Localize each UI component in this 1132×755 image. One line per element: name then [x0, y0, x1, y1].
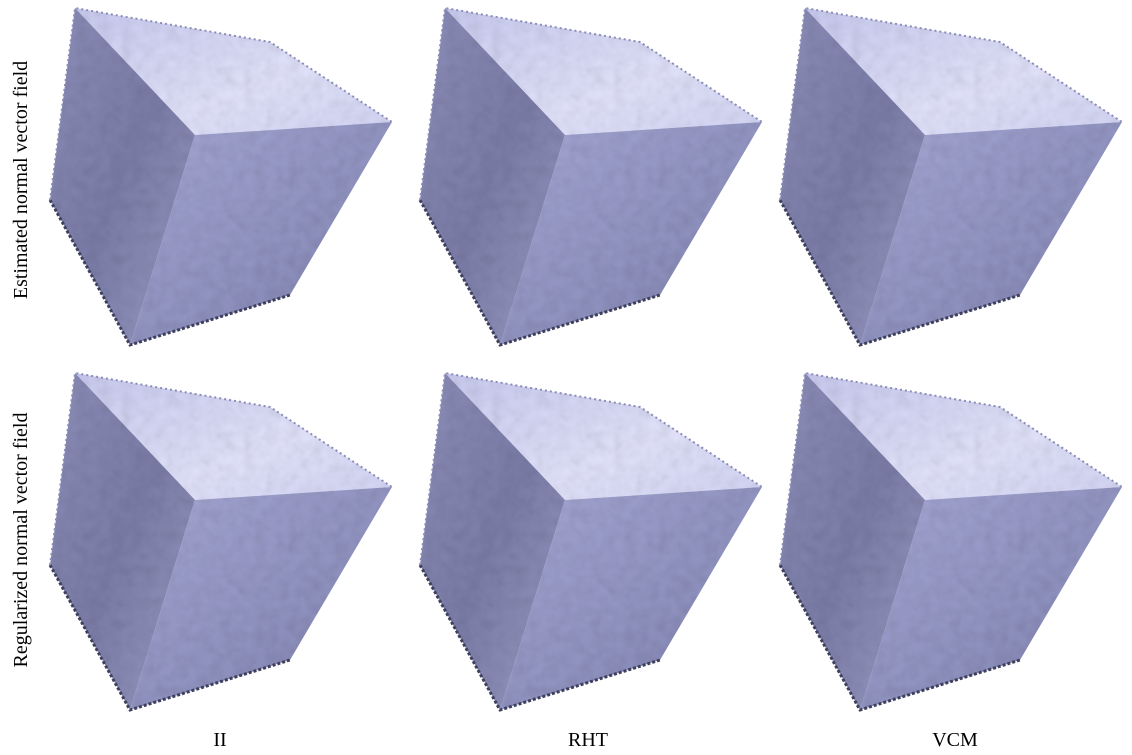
page: Estimated normal vector field Regularize… [0, 0, 1132, 755]
column-label: II [213, 729, 226, 751]
cube-render [780, 8, 1122, 345]
row-label: Estimated normal vector field [10, 61, 32, 299]
cube-render [420, 373, 762, 710]
figure: Estimated normal vector field Regularize… [0, 0, 1132, 755]
cube-render [420, 8, 762, 345]
column-label: VCM [932, 729, 978, 751]
column-label: RHT [568, 729, 608, 751]
cube-render [50, 373, 392, 710]
row-label: Regularized normal vector field [10, 413, 32, 668]
cube-render [780, 373, 1122, 710]
cube-render [50, 8, 392, 345]
